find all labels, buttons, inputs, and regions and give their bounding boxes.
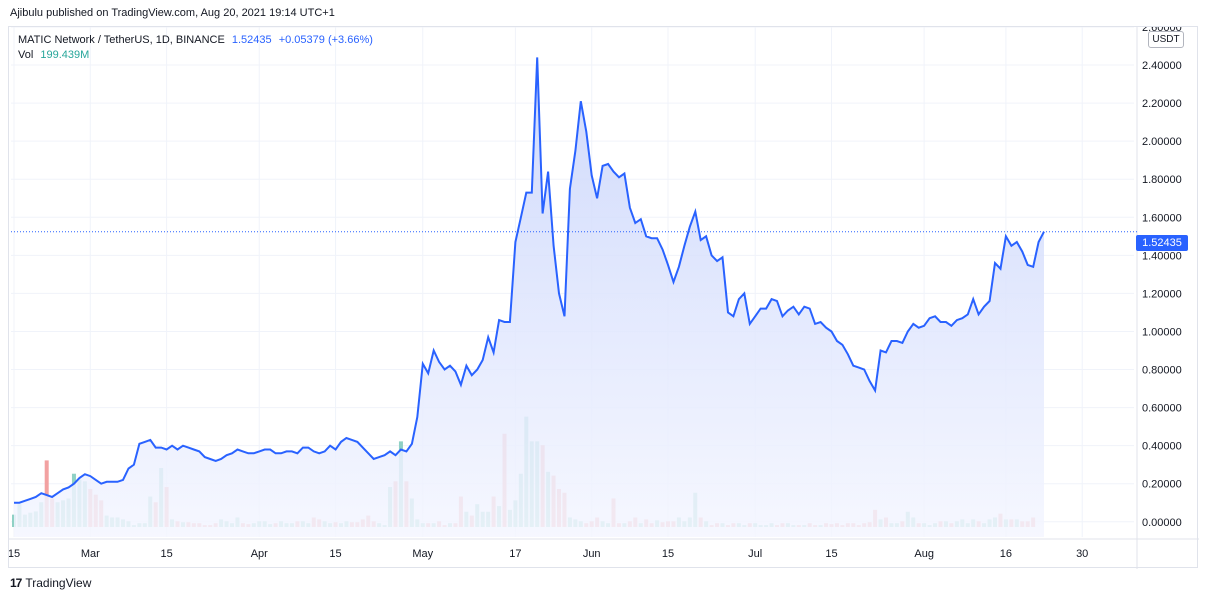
x-tick-label: Mar [81,548,100,560]
y-tick-label: 1.60000 [1142,212,1182,224]
price-line [14,57,1045,504]
y-tick-label: 0.60000 [1142,403,1182,415]
volume-bar [44,460,49,527]
x-tick-label: Jun [583,548,601,560]
x-tick-label: 17 [509,548,521,560]
y-tick-label: 2.60000 [1142,27,1182,34]
currency-badge[interactable]: USDT [1148,31,1184,48]
y-tick-label: 2.20000 [1142,98,1182,110]
y-tick-label: 1.40000 [1142,250,1182,262]
x-tick-label: Apr [251,548,268,560]
tradingview-logo[interactable]: 17 TradingView [10,576,91,590]
x-tick-label: Aug [914,548,934,560]
chart-panel[interactable]: 2.60000 2.40000 2.20000 2.00000 1.80000 1.600… [8,26,1199,569]
y-tick-label: 1.80000 [1142,174,1182,186]
volume-label: Vol [18,49,34,61]
y-tick-label: 2.00000 [1142,136,1182,148]
x-tick-label: 15 [9,548,20,560]
y-tick-label: 0.40000 [1142,441,1182,453]
x-axis[interactable]: 15 Mar 15 Apr 15 May 17 Jun 15 Jul 15 Aug 16 30 [9,548,1088,560]
x-tick-label: May [412,548,433,560]
price-area [14,57,1044,538]
last-price-tag: 1.52435 [1136,235,1188,251]
y-axis[interactable]: 2.60000 2.40000 2.20000 2.00000 1.80000 1.600… [1142,27,1182,529]
y-tick-label: 2.40000 [1142,60,1182,72]
chart-legend: MATIC Network / TetherUS, 1D, BINANCE 1.… [18,33,373,63]
x-tick-label: 15 [160,548,172,560]
y-tick-label: 0.00000 [1142,517,1182,529]
tradingview-brand: TradingView [25,576,92,590]
publisher-line: Ajibulu published on TradingView.com, Au… [10,7,335,19]
tradingview-mark-icon: 17 [10,576,22,590]
x-tick-label: 30 [1076,548,1088,560]
y-tick-label: 1.00000 [1142,326,1182,338]
price-chart[interactable]: 2.60000 2.40000 2.20000 2.00000 1.80000 1.600… [9,27,1199,569]
x-tick-label: 15 [825,548,837,560]
y-tick-label: 0.20000 [1142,479,1182,491]
last-price-value: 1.52435 [231,34,272,46]
price-change: +0.05379 (+3.66%) [278,34,373,46]
symbol-title[interactable]: MATIC Network / TetherUS, 1D, BINANCE [18,34,225,46]
x-tick-label: 15 [662,548,674,560]
volume-value: 199.439M [40,49,90,61]
x-tick-label: 15 [329,548,341,560]
y-tick-label: 1.20000 [1142,288,1182,300]
y-tick-label: 0.80000 [1142,365,1182,377]
x-tick-label: 16 [1000,548,1012,560]
x-tick-label: Jul [748,548,762,560]
